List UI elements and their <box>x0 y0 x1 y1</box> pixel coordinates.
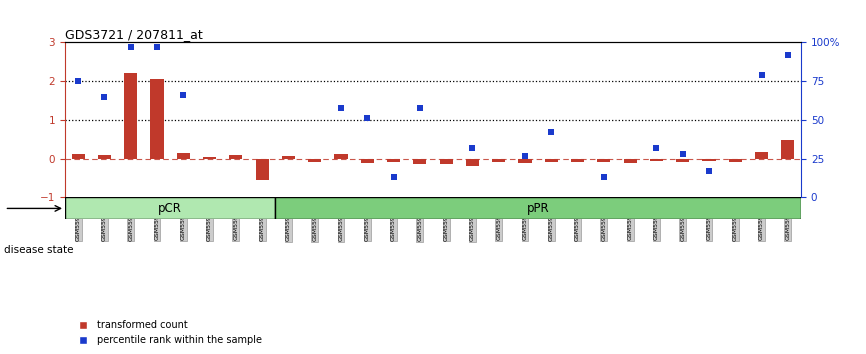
Bar <box>334 154 347 159</box>
Bar <box>229 155 242 159</box>
Bar <box>598 159 611 162</box>
Bar <box>281 156 295 159</box>
Bar <box>440 159 453 164</box>
Bar <box>492 159 505 162</box>
Bar <box>177 153 190 159</box>
Bar <box>413 159 426 164</box>
Legend: transformed count, percentile rank within the sample: transformed count, percentile rank withi… <box>70 316 266 349</box>
Text: GDS3721 / 207811_at: GDS3721 / 207811_at <box>65 28 203 41</box>
Bar <box>203 157 216 159</box>
Bar <box>676 159 689 162</box>
Bar <box>72 154 85 159</box>
Bar <box>519 159 532 163</box>
Bar <box>624 159 637 163</box>
Bar <box>755 153 768 159</box>
Bar <box>545 159 558 162</box>
Bar <box>124 73 137 159</box>
Bar <box>361 159 374 162</box>
Bar <box>702 159 715 161</box>
Text: pPR: pPR <box>527 202 549 215</box>
Text: disease state: disease state <box>4 245 74 255</box>
Bar <box>650 159 663 161</box>
Bar <box>98 155 111 159</box>
Text: pCR: pCR <box>158 202 182 215</box>
Bar <box>151 79 164 159</box>
Bar <box>466 159 479 166</box>
Bar <box>308 159 321 162</box>
Bar <box>387 159 400 162</box>
Bar <box>781 140 794 159</box>
Bar <box>275 198 801 219</box>
Bar <box>571 159 585 162</box>
Bar <box>65 198 275 219</box>
Bar <box>255 159 268 180</box>
Bar <box>729 159 742 162</box>
